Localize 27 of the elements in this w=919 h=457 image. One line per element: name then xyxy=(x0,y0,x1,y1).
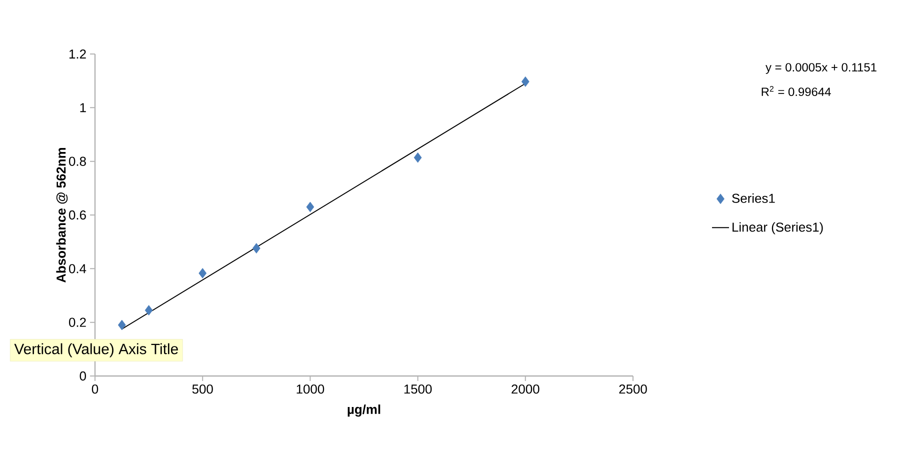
legend-label: Series1 xyxy=(732,193,775,203)
legend-label: Linear (Series1) xyxy=(732,222,823,234)
y-tick-label: 0.2 xyxy=(68,318,86,327)
x-tick-label: 1000 xyxy=(296,384,324,394)
x-tick-label: 0 xyxy=(92,384,98,394)
point xyxy=(144,305,153,316)
y-axis-title: Absorbance @ 562nm xyxy=(56,148,68,283)
y-tick-label: 1.2 xyxy=(69,49,86,59)
point xyxy=(521,76,530,87)
point xyxy=(252,243,260,254)
text: y = 0.0005x + 0.1151 xyxy=(766,63,876,74)
point xyxy=(306,202,314,212)
annotation: Vertical (Value) Axis Title xyxy=(14,343,178,358)
y-tick-label: 0.4 xyxy=(68,264,86,274)
x-axis-title: µg/ml xyxy=(348,404,380,417)
x-tick-label: 2500 xyxy=(619,384,647,394)
point xyxy=(118,320,126,330)
x-tick-label: 1500 xyxy=(404,384,432,394)
x-tick-label: 2000 xyxy=(512,384,540,394)
text: R$^{2}$ = 0.99644 xyxy=(762,86,831,96)
y-tick-label: 0.6 xyxy=(68,210,86,220)
x-tick-label: 500 xyxy=(192,384,213,394)
y-tick-label: 1 xyxy=(80,103,86,112)
point xyxy=(198,268,207,278)
y-tick-label: 0.8 xyxy=(68,156,86,166)
point xyxy=(414,152,422,163)
y-tick-label: 0 xyxy=(80,371,86,381)
